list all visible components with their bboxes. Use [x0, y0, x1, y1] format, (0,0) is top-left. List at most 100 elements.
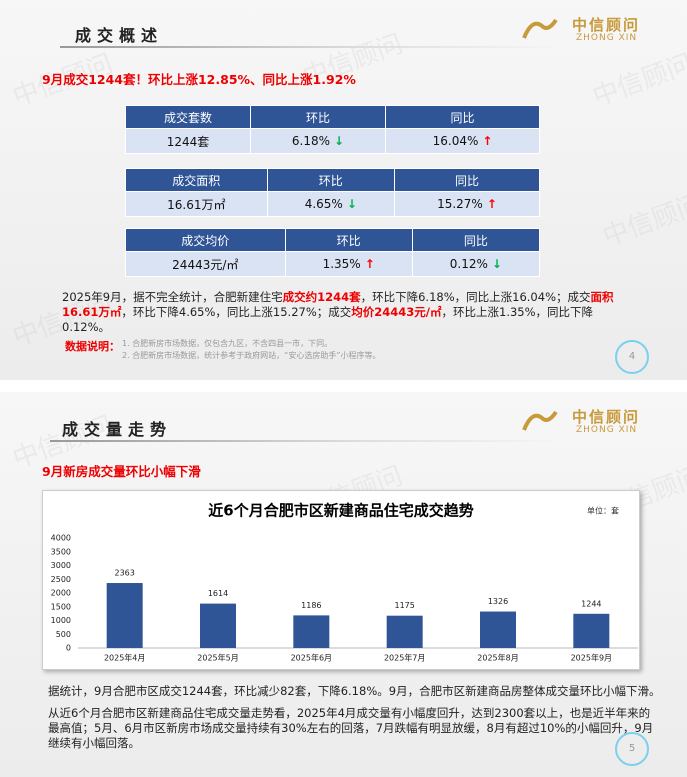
data-cell: 24443元/㎡ [125, 251, 286, 277]
y-tick-label: 2000 [51, 589, 71, 598]
emphasis: 成交约1244套 [282, 290, 361, 304]
data-cell: 4.65% ↓ [266, 191, 395, 217]
note-line: 2. 合肥新房市场数据，统计参考于政府网站，“安心选房助手”小程序等。 [122, 351, 381, 360]
header-cell: 成交均价 [125, 228, 286, 252]
slide-title: 成交量走势 [62, 420, 173, 439]
unit-label: 单位：套 [587, 506, 619, 516]
y-tick-label: 0 [66, 644, 71, 653]
data-cell: 0.12% ↓ [411, 251, 541, 277]
logo-mark [522, 410, 558, 431]
notes: 1. 合肥新房市场数据，仅包含九区，不含四县一市，下同。 2. 合肥新房市场数据… [122, 338, 380, 362]
cell-value: 15.27% [437, 197, 483, 211]
header-cell: 环比 [249, 105, 387, 129]
trend-arrow: ↑ [364, 257, 375, 271]
data-cell: 1.35% ↑ [284, 251, 413, 277]
cell-value: 24443元/㎡ [172, 257, 239, 272]
data-cell: 16.04% ↑ [385, 128, 540, 154]
header-cell: 成交套数 [125, 105, 251, 129]
trend-arrow: ↓ [346, 197, 357, 211]
header-cell: 同比 [393, 168, 541, 192]
logo-text: ZHONG XIN [576, 425, 638, 435]
chart-title: 近6个月合肥市区新建商品住宅成交趋势 [208, 502, 473, 520]
text-run: ，环比下降4.65%，同比上涨15.27%；成交 [121, 305, 352, 319]
headline: 9月成交1244套！环比上涨12.85%、同比上涨1.92% [42, 72, 356, 87]
header-cell: 环比 [284, 228, 413, 252]
value-label: 1326 [488, 597, 508, 606]
bar [573, 613, 610, 648]
y-tick-label: 4000 [51, 534, 71, 543]
trend-arrow: ↑ [486, 197, 497, 211]
header-row: 成交面积 环比 同比 [125, 168, 541, 192]
y-tick-label: 1000 [51, 616, 71, 625]
logo-text: ZHONG XIN [576, 33, 638, 43]
data-row: 16.61万㎡ 4.65% ↓ 15.27% ↑ [125, 191, 541, 217]
x-tick-label: 2025年7月 [384, 653, 425, 663]
data-row: 1244套 6.18% ↓ 16.04% ↑ [125, 128, 540, 154]
data-cell: 15.27% ↑ [393, 191, 541, 217]
trend-arrow: ↓ [334, 134, 345, 148]
header-row: 成交均价 环比 同比 [125, 228, 541, 252]
bar [293, 615, 330, 648]
slide: 中信顾问 中信顾问 中信顾问 成交量走势 中信顾问 ZHONG XIN 9月新房… [0, 392, 687, 777]
header-row: 成交套数 环比 同比 [125, 105, 540, 129]
title-rule [50, 440, 560, 442]
trend-arrow: ↑ [482, 134, 493, 148]
x-tick-label: 2025年8月 [477, 653, 518, 663]
page-number: 5 [615, 732, 649, 766]
data-table: 成交均价 环比 同比 24443元/㎡ 1.35% ↑ 0.12% ↓ [125, 228, 541, 277]
title-rule [60, 46, 560, 48]
bar [106, 583, 143, 648]
y-tick-label: 3000 [51, 561, 71, 570]
data-cell: 1244套 [125, 128, 251, 154]
headline: 9月新房成交量环比小幅下滑 [42, 464, 201, 479]
y-tick-label: 2500 [51, 575, 71, 584]
header-cell: 同比 [411, 228, 541, 252]
emphasis: 面积16.61万㎡ [62, 290, 614, 319]
text-run: ，环比上涨1.35%，同比下降0.12%。 [62, 305, 594, 334]
text-run: ，环比下降6.18%，同比上涨16.04%；成交 [360, 290, 591, 304]
text-run: 2025年9月，据不完全统计，合肥新建住宅 [62, 290, 283, 304]
header-cell: 环比 [266, 168, 395, 192]
watermark: 中信顾问 [588, 48, 687, 113]
value-label: 1175 [394, 601, 414, 610]
note-line: 1. 合肥新房市场数据，仅包含九区，不含四县一市，下同。 [122, 339, 333, 348]
cell-value: 0.12% [449, 257, 488, 271]
data-cell: 16.61万㎡ [125, 191, 268, 217]
bar [386, 615, 423, 648]
watermark: 中信顾问 [598, 188, 687, 253]
data-row: 24443元/㎡ 1.35% ↑ 0.12% ↓ [125, 251, 541, 277]
logo-text: 中信顾问 [572, 16, 641, 34]
y-tick-label: 500 [56, 630, 71, 639]
header-cell: 成交面积 [125, 168, 268, 192]
chart: 近6个月合肥市区新建商品住宅成交趋势 单位：套 0 500 1000 1500 2000… [42, 490, 640, 670]
emphasis: 均价24443元/㎡ [351, 305, 442, 319]
logo-mark [522, 18, 558, 39]
data-table: 成交套数 环比 同比 1244套 6.18% ↓ 16.04% ↑ [125, 105, 540, 154]
cell-value: 16.04% [432, 134, 479, 148]
value-label: 2363 [114, 569, 134, 578]
value-label: 1614 [208, 589, 228, 598]
y-tick-label: 3500 [51, 547, 71, 556]
x-tick-label: 2025年9月 [571, 653, 612, 663]
data-cell: 6.18% ↓ [249, 128, 387, 154]
cell-value: 6.18% [291, 134, 331, 148]
y-tick-label: 1500 [51, 602, 71, 611]
data-table: 成交面积 环比 同比 16.61万㎡ 4.65% ↓ 15.27% ↑ [125, 168, 541, 217]
cell-value: 4.65% [304, 197, 343, 211]
header-cell: 同比 [385, 105, 540, 129]
bar [200, 603, 236, 648]
logo-text: 中信顾问 [572, 408, 641, 426]
x-tick-label: 2025年4月 [104, 653, 145, 663]
x-tick-label: 2025年5月 [197, 653, 238, 663]
body-text: 2025年9月，据不完全统计，合肥新建住宅成交约1244套，环比下降6.18%，… [62, 290, 622, 335]
slide-title: 成交概述 [75, 26, 164, 45]
cell-value: 1.35% [322, 257, 361, 271]
cell-value: 1244套 [166, 134, 210, 149]
paragraph: 据统计，9月合肥市区成交1244套，环比减少82套，下降6.18%。9月，合肥市… [48, 684, 661, 698]
x-tick-label: 2025年6月 [291, 653, 332, 663]
paragraph: 从近6个月合肥市区新建商品住宅成交量走势看，2025年4月成交量有小幅度回升，达… [48, 706, 654, 750]
slide: 中信顾问 中信顾问 中信顾问 中信顾问 中信顾问 成交概述 中信顾问 ZHONG… [0, 0, 687, 380]
notes-label: 数据说明： [65, 340, 120, 353]
value-label: 1244 [581, 599, 601, 608]
